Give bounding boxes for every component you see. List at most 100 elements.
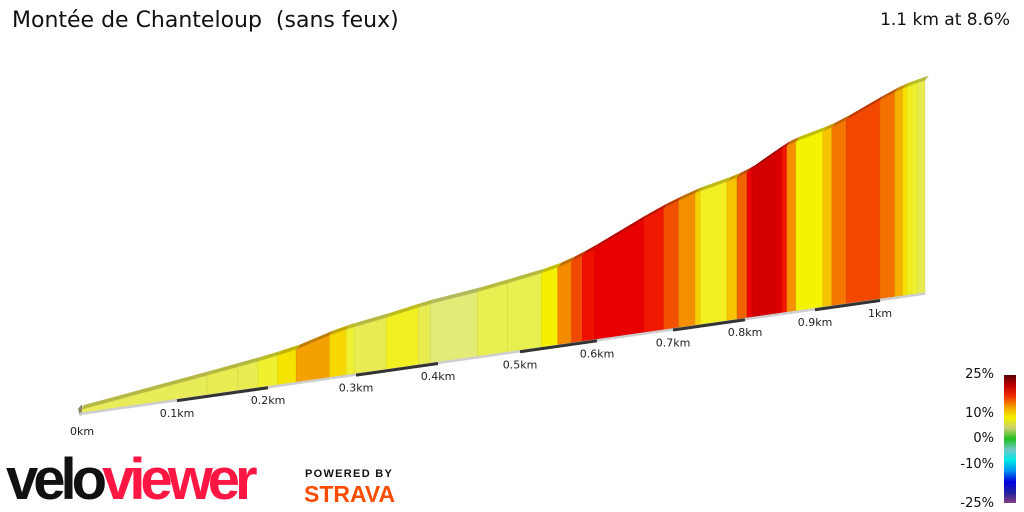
x-tick-label: 0.5km <box>503 358 538 371</box>
profile-segment[interactable] <box>594 218 645 340</box>
profile-segment[interactable] <box>894 88 904 298</box>
profile-segment[interactable] <box>831 119 847 307</box>
profile-segment-top <box>386 302 423 318</box>
profile-segment-top <box>727 172 742 182</box>
profile-segment-top <box>831 114 851 128</box>
distance-axis-band <box>176 386 269 403</box>
profile-segment-top <box>917 75 929 83</box>
profile-segment[interactable] <box>736 171 748 320</box>
profile-segment[interactable] <box>726 177 738 322</box>
profile-segment[interactable] <box>700 181 728 325</box>
profile-segment[interactable] <box>477 282 509 357</box>
profile-segment-top <box>880 87 899 101</box>
x-tick-label: 0km <box>70 425 94 438</box>
profile-segment-top <box>296 330 334 350</box>
profile-segment-top <box>418 299 435 308</box>
profile-segment[interactable] <box>902 86 908 297</box>
x-tick-label: 0.1km <box>160 407 195 420</box>
logo-viewer: viewer <box>102 447 258 512</box>
profile-segment[interactable] <box>257 355 278 388</box>
profile-segment[interactable] <box>845 99 881 305</box>
profile-segment-top <box>354 312 391 328</box>
profile-segment-top <box>507 268 546 284</box>
logo-velo: velo <box>6 447 107 512</box>
profile-segment-top <box>594 213 649 249</box>
powered-by-label: POWERED BY <box>305 468 394 480</box>
legend-label-minus-25: -25% <box>960 496 994 511</box>
x-tick-label: 0.3km <box>339 382 374 395</box>
profile-segment[interactable] <box>329 329 347 378</box>
veloviewer-logo[interactable]: veloviewer <box>6 451 258 509</box>
strava-logo[interactable]: STRAVA <box>304 481 396 507</box>
x-tick-label: 0.2km <box>251 394 286 407</box>
profile-segment-top <box>894 83 907 93</box>
profile-segment[interactable] <box>430 291 478 364</box>
profile-segment[interactable] <box>678 192 696 329</box>
profile-segment-top <box>907 80 916 87</box>
profile-segment[interactable] <box>917 80 926 294</box>
profile-segment-top <box>430 287 482 305</box>
profile-segment[interactable] <box>557 260 572 346</box>
profile-segment[interactable] <box>795 130 824 312</box>
x-tick-label: 1km <box>868 307 892 320</box>
profile-segment[interactable] <box>911 82 919 295</box>
profile-segment[interactable] <box>277 349 297 386</box>
profile-segment-top <box>775 143 787 154</box>
profile-segment-top <box>257 350 282 362</box>
profile-segment-top <box>678 188 700 201</box>
profile-segment[interactable] <box>695 190 701 326</box>
profile-segment[interactable] <box>906 84 913 296</box>
profile-segment-top <box>644 203 668 219</box>
profile-segment-top <box>695 186 705 194</box>
profile-segment[interactable] <box>822 126 833 308</box>
profile-segment[interactable] <box>418 303 431 366</box>
legend-label-10: 10% <box>965 406 994 421</box>
profile-segment-top <box>796 126 827 142</box>
x-tick-label: 0.4km <box>421 370 456 383</box>
profile-segment-top <box>237 356 262 368</box>
profile-segment-top <box>782 140 791 149</box>
profile-segment-top <box>477 278 512 293</box>
x-tick-label: 0.6km <box>580 347 615 360</box>
distance-axis-band <box>672 318 746 332</box>
profile-segment[interactable] <box>507 272 542 353</box>
profile-segment[interactable] <box>774 148 783 315</box>
profile-segment[interactable] <box>353 317 387 375</box>
profile-segment[interactable] <box>781 145 788 314</box>
profile-segment[interactable] <box>582 248 595 342</box>
profile-segment[interactable] <box>786 141 797 313</box>
profile-segment-top <box>663 195 683 209</box>
profile-segment-top <box>277 344 301 356</box>
profile-segment-top <box>700 176 731 192</box>
profile-segment[interactable] <box>346 326 355 376</box>
legend-label-25: 25% <box>965 367 994 382</box>
profile-segment-top <box>787 136 801 146</box>
segment-title: Montée de Chanteloup (sans feux) <box>12 8 399 33</box>
profile-segment-top <box>557 256 576 268</box>
profile-segment-top <box>846 95 884 120</box>
profile-segment[interactable] <box>746 168 753 319</box>
distance-axis-band <box>519 339 598 354</box>
x-tick-label: 0.8km <box>728 326 763 339</box>
profile-segment[interactable] <box>751 152 776 318</box>
segment-summary: 1.1 km at 8.6% <box>880 10 1010 30</box>
profile-segment-top <box>346 322 359 330</box>
profile-segment-top <box>207 362 242 376</box>
distance-axis-band <box>355 361 439 377</box>
gradient-legend-bar <box>1004 375 1016 503</box>
profile-segment[interactable] <box>643 207 665 333</box>
profile-segment[interactable] <box>663 200 680 331</box>
profile-segment[interactable] <box>571 255 583 344</box>
profile-segment[interactable] <box>295 334 330 383</box>
distance-axis-band <box>814 299 881 312</box>
profile-segment[interactable] <box>541 267 559 348</box>
profile-segment[interactable] <box>879 91 896 300</box>
profile-segment-top <box>747 164 756 173</box>
profile-segment-top <box>80 370 212 410</box>
profile-segment-top <box>571 250 587 262</box>
legend-label-minus-10: -10% <box>960 457 994 472</box>
profile-segment-top <box>329 324 351 336</box>
profile-segment[interactable] <box>386 307 419 370</box>
profile-segment-top <box>911 77 922 86</box>
